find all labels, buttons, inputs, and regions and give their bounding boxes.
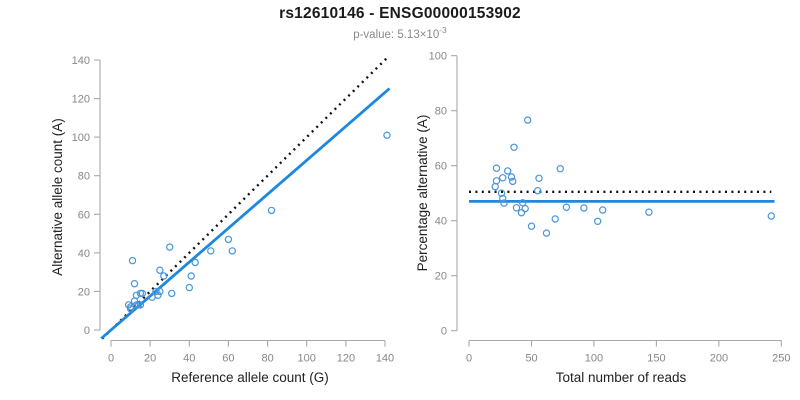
data-point bbox=[491, 182, 499, 191]
data-point bbox=[517, 208, 526, 217]
data-point bbox=[156, 287, 164, 296]
data-points bbox=[124, 131, 391, 313]
data-point bbox=[497, 189, 506, 197]
data-point bbox=[645, 208, 653, 216]
figure-title: rs12610146 - ENSG00000153902 bbox=[279, 5, 521, 22]
y-tick-label: 40 bbox=[78, 248, 90, 260]
y-tick-label: 100 bbox=[72, 132, 90, 144]
data-point bbox=[128, 256, 137, 265]
data-point bbox=[562, 203, 571, 211]
y-axis bbox=[451, 55, 458, 332]
data-point bbox=[185, 283, 193, 292]
data-point bbox=[556, 164, 564, 173]
data-point bbox=[152, 287, 160, 296]
x-tick-label: 40 bbox=[183, 353, 195, 365]
data-point bbox=[267, 206, 276, 215]
data-point bbox=[383, 131, 391, 139]
p-value-base: 5.13×10 bbox=[397, 28, 440, 41]
left-x-axis-title: Reference allele count (G) bbox=[171, 370, 329, 385]
x-tick-label: 100 bbox=[298, 353, 316, 365]
data-point bbox=[187, 272, 195, 280]
x-tick-label: 150 bbox=[647, 353, 665, 365]
data-point bbox=[492, 164, 501, 172]
y-tick-label: 140 bbox=[72, 55, 90, 67]
data-point bbox=[599, 206, 607, 214]
left-y-axis-title: Alternative allele count (A) bbox=[50, 118, 65, 276]
data-point bbox=[534, 186, 542, 195]
p-value-label: p-value: bbox=[353, 28, 395, 41]
data-point bbox=[165, 243, 174, 251]
y-tick-label: 40 bbox=[435, 216, 447, 228]
fit-line bbox=[100, 87, 391, 340]
data-point bbox=[527, 222, 536, 230]
right-y-axis-title: Percentage alternative (A) bbox=[415, 115, 430, 272]
y-tick-label: 100 bbox=[429, 51, 447, 63]
y-tick-label: 60 bbox=[435, 161, 447, 173]
data-point bbox=[512, 204, 521, 212]
x-axis bbox=[110, 339, 386, 347]
p-value-subtitle: p-value: 5.13×10-3 bbox=[0, 25, 800, 41]
data-point bbox=[224, 235, 233, 244]
data-point bbox=[148, 293, 156, 301]
data-point bbox=[519, 199, 527, 207]
data-point bbox=[551, 215, 559, 223]
x-tick-label: 80 bbox=[261, 353, 273, 365]
data-point bbox=[191, 258, 199, 267]
data-point bbox=[499, 174, 507, 182]
data-point bbox=[160, 272, 168, 280]
x-tick-label: 60 bbox=[222, 353, 234, 365]
data-point bbox=[136, 289, 145, 298]
data-point bbox=[167, 289, 176, 298]
data-point bbox=[535, 174, 543, 182]
x-tick-label: 100 bbox=[585, 353, 603, 365]
x-tick-label: 140 bbox=[376, 353, 394, 365]
data-point bbox=[509, 177, 517, 186]
right-x-axis-title: Total number of reads bbox=[556, 370, 687, 385]
data-point bbox=[542, 229, 551, 237]
data-point bbox=[130, 297, 139, 305]
data-points bbox=[491, 116, 776, 237]
y-tick-label: 20 bbox=[78, 286, 90, 298]
data-point bbox=[156, 266, 164, 274]
x-tick-label: 20 bbox=[144, 353, 156, 365]
x-tick-label: 120 bbox=[337, 353, 355, 365]
x-tick-label: 0 bbox=[466, 353, 472, 365]
y-tick-label: 80 bbox=[78, 171, 90, 183]
x-tick-label: 0 bbox=[108, 353, 114, 365]
identity-line bbox=[101, 55, 390, 340]
data-point bbox=[767, 212, 776, 220]
x-tick-label: 250 bbox=[772, 353, 790, 365]
y-tick-label: 20 bbox=[435, 271, 447, 283]
y-tick-label: 0 bbox=[441, 326, 447, 338]
y-axis bbox=[94, 59, 101, 331]
y-tick-label: 0 bbox=[84, 325, 90, 337]
data-point bbox=[594, 217, 602, 225]
data-point bbox=[580, 204, 588, 212]
data-point bbox=[492, 177, 501, 185]
data-point bbox=[500, 199, 508, 207]
p-value-exponent: -3 bbox=[439, 25, 447, 35]
data-point bbox=[126, 305, 135, 313]
data-point bbox=[124, 301, 133, 309]
x-tick-label: 50 bbox=[525, 353, 537, 365]
x-tick-label: 200 bbox=[710, 353, 728, 365]
data-point bbox=[524, 116, 532, 124]
left-scatter-panel: 0 20 40 60 80 100 120 140 0 20 40 60 80 100 120 140 bbox=[72, 55, 395, 365]
data-point bbox=[207, 247, 215, 255]
data-point bbox=[510, 143, 518, 151]
data-point bbox=[504, 167, 512, 175]
x-axis bbox=[468, 339, 782, 347]
y-tick-label: 60 bbox=[78, 209, 90, 221]
data-point bbox=[507, 173, 516, 181]
y-tick-label: 120 bbox=[72, 94, 90, 106]
data-point bbox=[130, 280, 139, 288]
data-point bbox=[228, 247, 236, 255]
y-tick-label: 80 bbox=[435, 106, 447, 118]
data-point bbox=[499, 194, 507, 203]
right-scatter-panel: 0 50 100 150 200 250 0 20 40 60 80 100 bbox=[429, 51, 791, 365]
data-point bbox=[136, 301, 145, 309]
